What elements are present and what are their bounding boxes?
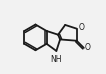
Text: O: O xyxy=(79,23,85,32)
Text: NH: NH xyxy=(51,55,62,64)
Text: O: O xyxy=(85,43,91,52)
